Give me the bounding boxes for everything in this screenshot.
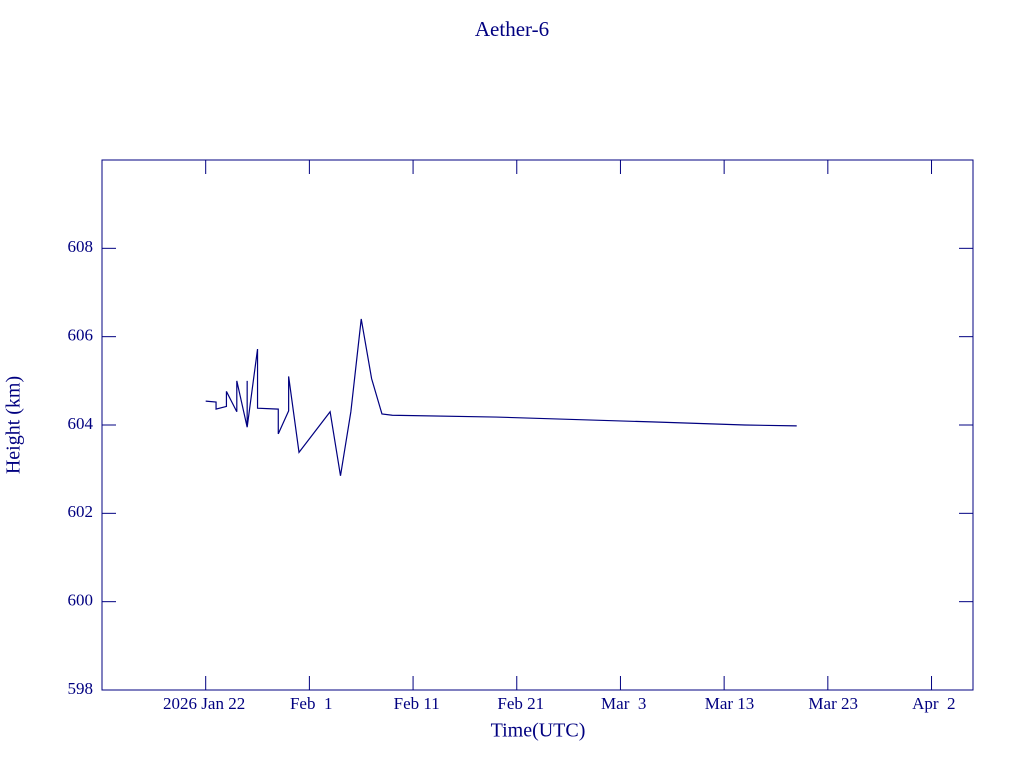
y-tick-label: 600 xyxy=(68,591,94,610)
plot-frame xyxy=(101,159,974,691)
y-tick-label: 604 xyxy=(68,414,94,433)
x-tick-label: Feb 21 xyxy=(497,694,544,713)
x-tick-label: Apr 2 xyxy=(912,694,955,713)
x-tick-label: Feb 1 xyxy=(290,694,333,713)
data-line xyxy=(205,318,797,476)
x-tick-label: 2026 Jan 22 xyxy=(163,694,245,713)
y-tick-label: 602 xyxy=(68,502,94,521)
x-axis-label: Time(UTC) xyxy=(491,720,586,742)
y-axis-label: Height (km) xyxy=(3,376,25,474)
x-tick-label: Mar 23 xyxy=(808,694,858,713)
y-tick-label: 598 xyxy=(68,679,94,698)
chart-title: Aether-6 xyxy=(475,17,549,41)
x-tick-label: Mar 3 xyxy=(601,694,646,713)
y-tick-label: 608 xyxy=(68,237,94,256)
x-tick-label: Feb 11 xyxy=(394,694,440,713)
y-tick-label: 606 xyxy=(68,326,94,345)
x-tick-label: Mar 13 xyxy=(705,694,755,713)
